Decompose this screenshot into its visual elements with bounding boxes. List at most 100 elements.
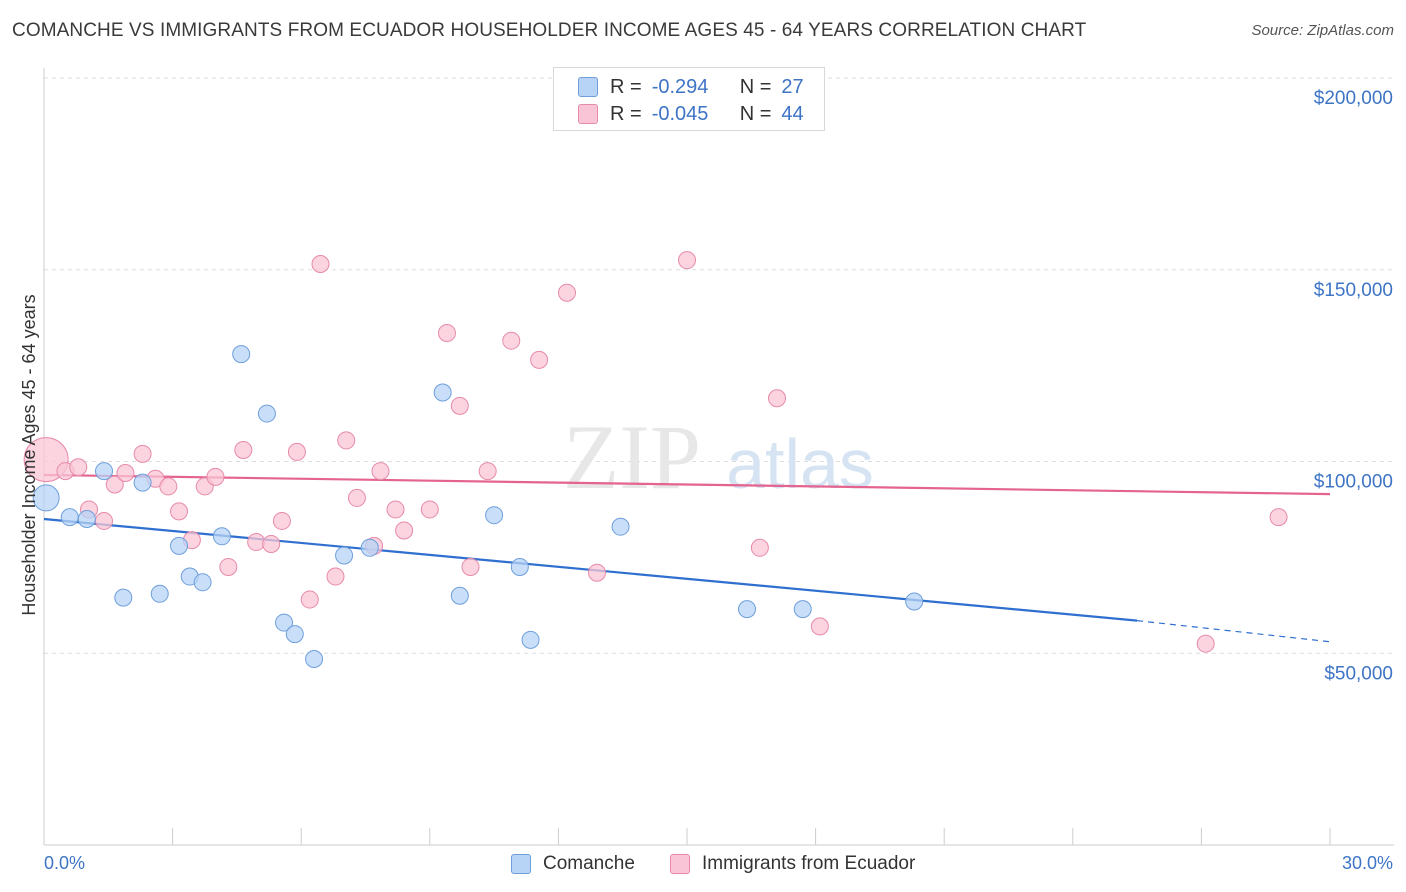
data-point (326, 567, 345, 586)
data-point (810, 617, 829, 636)
data-point (234, 440, 253, 459)
trend-line-extension (1137, 620, 1331, 643)
data-point (133, 444, 152, 463)
data-point (60, 508, 79, 527)
tick-labels: $50,000 $100,000 $150,000 $200,000 0.0% 30.0% (44, 88, 1393, 873)
data-point (678, 251, 696, 270)
data-point (257, 404, 276, 423)
data-point (95, 511, 114, 530)
data-point (193, 573, 212, 592)
legend-r-label: R = (610, 75, 642, 98)
data-point (305, 650, 324, 669)
data-point (768, 389, 787, 408)
data-point (335, 546, 354, 565)
data-point (905, 592, 924, 611)
data-point (478, 462, 497, 481)
data-point (212, 527, 231, 546)
data-point (337, 431, 356, 450)
y-tick-label: $150,000 (1314, 280, 1393, 301)
data-point (485, 506, 504, 525)
data-point (247, 533, 266, 552)
data-point (587, 563, 606, 582)
data-point (311, 254, 330, 273)
data-point (116, 464, 135, 483)
watermark: ZIP atlas (563, 406, 874, 508)
source-credit: Source: ZipAtlas.com (1251, 22, 1394, 39)
trend-line (43, 473, 1331, 496)
legend-n-value: 27 (781, 75, 804, 98)
legend-n-value: 44 (781, 102, 804, 125)
bottom-legend-comanche: Comanche (511, 851, 635, 877)
gridlines (44, 77, 1394, 654)
y-axis-label: Householder Income Ages 45 - 64 years (19, 294, 39, 615)
data-point (77, 510, 96, 529)
data-point (262, 534, 281, 553)
data-point (1269, 508, 1288, 527)
legend-row-ecuador: R = -0.045 N = 44 (554, 100, 804, 128)
data-point (219, 557, 238, 576)
data-point (287, 442, 306, 461)
y-tick-label: $50,000 (1324, 663, 1393, 684)
watermark-atlas: atlas (726, 425, 874, 503)
data-point (170, 502, 189, 521)
data-point (521, 630, 540, 649)
data-point (114, 588, 133, 607)
data-point (793, 600, 812, 619)
data-point (1196, 634, 1215, 653)
data-point (386, 500, 405, 519)
data-point (170, 536, 189, 555)
stats-legend: R = -0.294 N = 27 R = -0.045 N = 44 (553, 67, 825, 131)
legend-n-label: N = (739, 75, 772, 98)
data-point (461, 557, 480, 576)
data-point (275, 613, 294, 632)
data-point (285, 625, 304, 644)
y-tick-label: $200,000 (1314, 88, 1393, 109)
data-point (347, 488, 366, 507)
data-point (105, 475, 124, 494)
data-point (557, 283, 576, 302)
legend-n-label: N = (739, 102, 772, 125)
y-tick-label: $100,000 (1314, 472, 1393, 493)
data-point (433, 383, 452, 402)
ecuador-legend-swatch (670, 854, 690, 874)
data-point (450, 586, 469, 605)
ecuador-legend-label: Immigrants from Ecuador (702, 853, 916, 874)
data-point (360, 538, 379, 557)
comanche-legend-label: Comanche (543, 853, 635, 874)
comanche-legend-swatch (511, 854, 531, 874)
data-point (232, 345, 251, 364)
watermark-zip: ZIP (563, 406, 701, 508)
data-points (23, 251, 1288, 669)
data-point (32, 484, 60, 512)
data-point (159, 477, 178, 496)
data-point (272, 511, 291, 530)
data-point (510, 557, 529, 576)
data-point (300, 590, 319, 609)
chart-title: COMANCHE VS IMMIGRANTS FROM ECUADOR HOUS… (12, 20, 1087, 41)
data-point (371, 462, 390, 481)
comanche-swatch (578, 77, 598, 97)
data-point (450, 396, 469, 415)
data-point (395, 521, 414, 540)
data-point (69, 458, 88, 477)
legend-row-comanche: R = -0.294 N = 27 (554, 73, 804, 101)
bottom-legend-ecuador: Immigrants from Ecuador (670, 851, 915, 877)
legend-r-label: R = (610, 102, 642, 125)
data-point (530, 350, 549, 369)
data-point (611, 517, 630, 536)
data-point (95, 462, 114, 481)
x-tick-label: 30.0% (1342, 853, 1393, 873)
x-tick-label: 0.0% (44, 853, 85, 873)
legend-r-value: -0.045 (651, 102, 709, 125)
data-point (738, 600, 757, 619)
data-point (420, 500, 439, 519)
data-point (437, 324, 456, 343)
legend-r-value: -0.294 (651, 75, 709, 98)
data-point (206, 467, 225, 486)
ecuador-swatch (578, 104, 598, 124)
data-point (750, 538, 769, 557)
data-point (150, 584, 169, 603)
data-point (502, 331, 521, 350)
data-point (133, 473, 152, 492)
